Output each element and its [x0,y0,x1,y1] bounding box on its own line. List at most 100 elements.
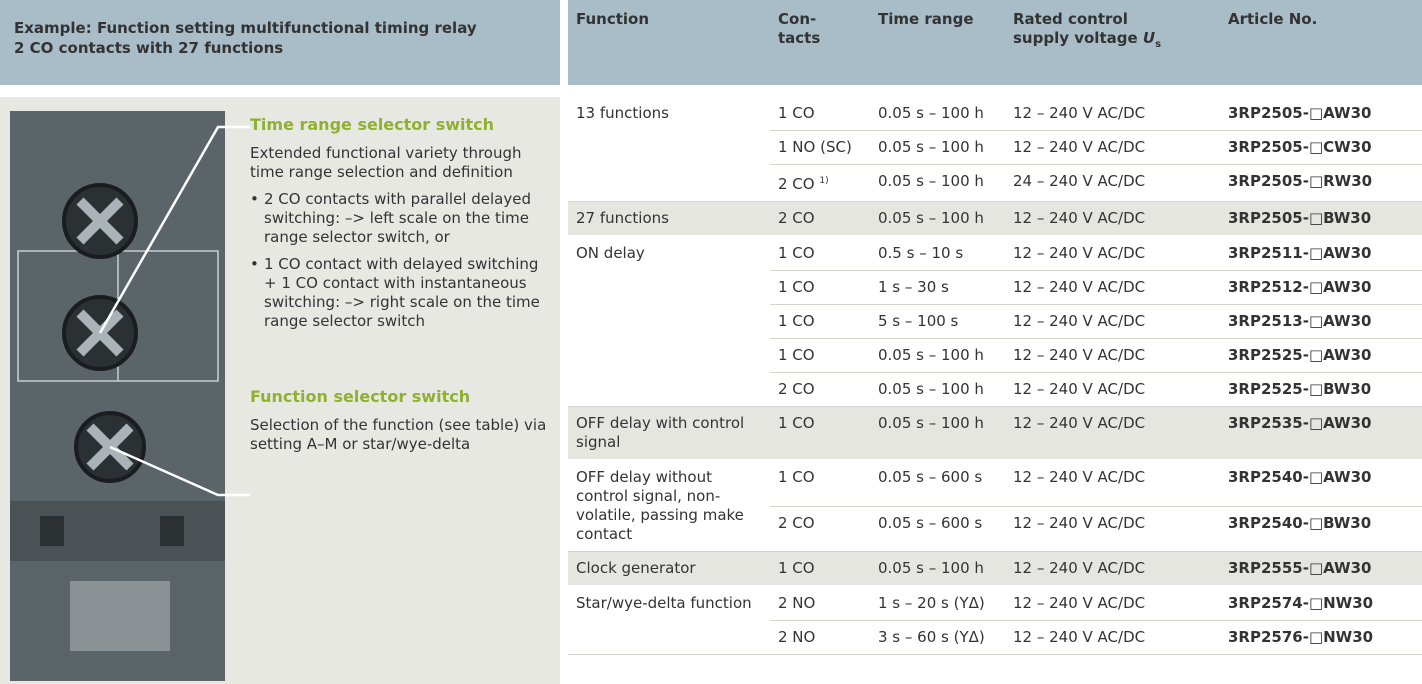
time-cell: 0.05 s – 100 h [870,201,1005,237]
contacts-cell: 1 CO [770,91,870,131]
voltage-cell: 12 – 240 V AC/DC [1005,270,1220,305]
contacts-cell: 1 CO [770,270,870,305]
time-cell: 0.05 s – 100 h [870,164,1005,202]
table-row: OFF delay with control signal 1 CO 0.05 s … [568,406,1422,461]
table-body: 13 functions 1 CO 0.05 s – 100 h 12 – 240 V… [568,91,1422,655]
time-cell: 1 s – 20 s (YΔ) [870,586,1005,621]
contacts-cell: 1 CO [770,551,870,587]
hinge-slot [40,516,64,546]
article-cell: 3RP2505-□RW30 [1220,164,1422,202]
article-cell: 3RP2540-□AW30 [1220,460,1422,507]
contacts-cell: 2 NO [770,586,870,621]
bullet: • 1 CO contact with delayed switching + 1… [250,255,550,331]
contacts-cell: 1 CO [770,406,870,461]
bullet-list: • 2 CO contacts with parallel delayed swi… [250,190,550,331]
function-cell: 13 functions [568,91,770,202]
article-cell: 3RP2505-□CW30 [1220,130,1422,165]
contacts-cell: 1 CO [770,460,870,507]
article-cell: 3RP2535-□AW30 [1220,406,1422,461]
table-row: 2 NO 3 s – 60 s (YΔ) 12 – 240 V AC/DC 3RP25… [568,620,1422,655]
contacts: 1 CO [778,278,815,296]
time-cell: 0.05 s – 100 h [870,406,1005,461]
panel-header: Example: Function setting multifunctiona… [0,0,560,85]
article-cell: 3RP2512-□AW30 [1220,270,1422,305]
function-cell: 27 functions [568,201,770,237]
table-row: 1 CO 5 s – 100 s 12 – 240 V AC/DC 3RP2513-□… [568,304,1422,339]
contacts: 1 CO [778,104,815,122]
annotation-text: Selection of the function (see table) vi… [250,416,547,453]
header-line: supply voltage Us [1013,29,1162,50]
article-cell: 3RP2505-□BW30 [1220,201,1422,237]
voltage-cell: 12 – 240 V AC/DC [1005,130,1220,165]
voltage-cell: 12 – 240 V AC/DC [1005,236,1220,271]
time-cell: 0.05 s – 100 h [870,338,1005,373]
contacts: 1 NO (SC) [778,138,852,156]
table-row: ON delay 1 CO 0.5 s – 10 s 12 – 240 V AC/DC… [568,236,1422,407]
callout-line [98,125,250,334]
table-row: OFF delay without control signal, non-vo… [568,460,1422,552]
article-cell: 3RP2525-□BW30 [1220,372,1422,407]
voltage-cell: 12 – 240 V AC/DC [1005,620,1220,655]
time-cell: 0.05 s – 600 s [870,506,1005,553]
contacts: 1 CO [778,244,815,262]
article-cell: 3RP2513-□AW30 [1220,304,1422,339]
function-cell: OFF delay without control signal, non-vo… [568,460,770,552]
header-line: Article No. [1228,10,1318,28]
table-row: Star/wye-delta function 2 NO 1 s – 20 s (Y… [568,586,1422,655]
table-row: 2 CO 1) 0.05 s – 100 h 24 – 240 V AC/DC 3RP… [568,164,1422,202]
contacts: 2 CO [778,209,815,227]
contacts: 1 CO [778,559,815,577]
column-header: Article No. [1220,0,1422,97]
product-table: Function Con-tacts Time range Rated control… [568,0,1422,655]
bullet-text: 1 CO contact with delayed switching + 1 … [264,255,540,330]
contacts-cell: 2 CO [770,506,870,553]
contacts: 2 CO [778,513,815,532]
time-cell: 0.05 s – 600 s [870,460,1005,507]
footnote-ref: 1) [819,176,829,186]
contacts-cell: 1 NO (SC) [770,130,870,165]
header-symbol: U [1142,29,1156,47]
article-cell: 3RP2540-□BW30 [1220,506,1422,553]
time-cell: 5 s – 100 s [870,304,1005,339]
header-row: Function Con-tacts Time range Rated control… [568,0,1422,97]
time-cell: 0.05 s – 100 h [870,551,1005,587]
table-row: 27 functions 2 CO 0.05 s – 100 h 12 – 240 V… [568,201,1422,237]
contacts-cell: 2 CO [770,372,870,407]
header-line: Time range [878,10,974,28]
article-cell: 3RP2555-□AW30 [1220,551,1422,587]
article-cell: 3RP2574-□NW30 [1220,586,1422,621]
contacts: 2 CO [778,175,815,193]
function-cell: Star/wye-delta function [568,586,770,655]
panel-body: Time range selector switch Extended func… [0,97,560,684]
table-row: 2 CO 0.05 s – 100 h 12 – 240 V AC/DC 3RP252… [568,372,1422,407]
article-cell: 3RP2511-□AW30 [1220,236,1422,271]
contacts: 1 CO [778,312,815,330]
contacts: 2 NO [778,628,816,646]
dial-knob [76,197,124,245]
bullet: • 2 CO contacts with parallel delayed swi… [250,190,550,247]
header-line: tacts [778,29,821,47]
voltage-cell: 12 – 240 V AC/DC [1005,506,1220,553]
article-cell: 3RP2525-□AW30 [1220,338,1422,373]
device-photo [10,111,250,681]
contacts: 2 CO [778,380,815,398]
table-row: 1 NO (SC) 0.05 s – 100 h 12 – 240 V AC/DC 3… [568,130,1422,165]
time-cell: 0.5 s – 10 s [870,236,1005,271]
voltage-cell: 12 – 240 V AC/DC [1005,586,1220,621]
voltage-cell: 12 – 240 V AC/DC [1005,304,1220,339]
function-cell: OFF delay with control signal [568,406,770,461]
annotation-title: Time range selector switch [250,115,495,134]
annotation-text: Extended functional variety through time… [250,144,522,181]
contacts-cell: 2 CO [770,201,870,237]
column-header: Rated control supply voltage Us [1005,0,1220,97]
time-cell: 0.05 s – 100 h [870,130,1005,165]
voltage-cell: 12 – 240 V AC/DC [1005,91,1220,131]
column-header: Con-tacts [770,0,870,97]
bullet-text: 2 CO contacts with parallel delayed swit… [264,190,531,246]
voltage-cell: 12 – 240 V AC/DC [1005,372,1220,407]
table-row: 1 CO 1 s – 30 s 12 – 240 V AC/DC 3RP2512-□A… [568,270,1422,305]
article-cell: 3RP2576-□NW30 [1220,620,1422,655]
contacts: 1 CO [778,468,815,486]
contacts-cell: 1 CO [770,338,870,373]
